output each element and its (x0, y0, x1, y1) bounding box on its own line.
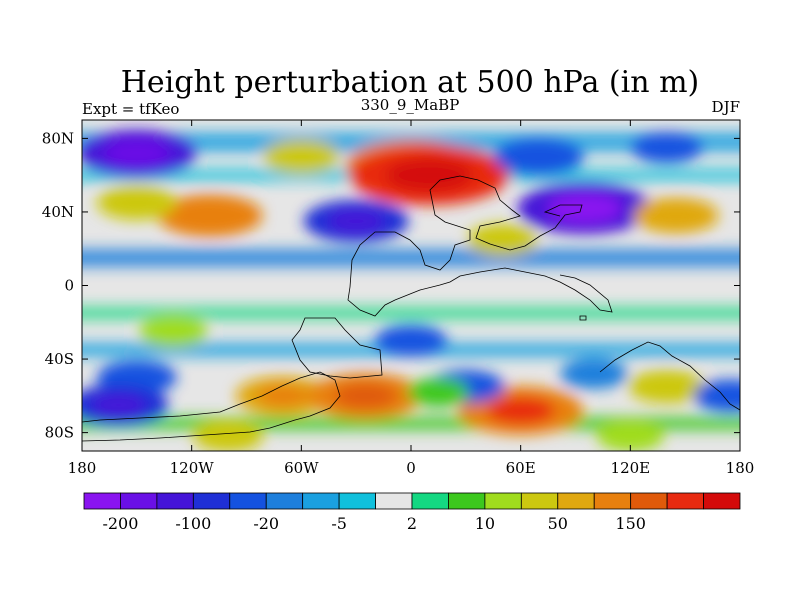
season-label: DJF (712, 98, 740, 116)
colorbar-swatch (448, 492, 486, 510)
anomaly-core (486, 397, 556, 424)
anomaly-blob (193, 420, 264, 451)
colorbar-label: -20 (253, 514, 279, 533)
southern-outline (82, 371, 341, 442)
anomaly-core (385, 158, 474, 192)
colorbar-swatch (229, 492, 267, 510)
x-tick-label: 0 (406, 459, 416, 477)
anomaly-blob (560, 358, 628, 389)
x-tick-label: 60W (284, 459, 319, 477)
colorbar-swatch (375, 492, 413, 510)
plot-area (82, 120, 740, 451)
colorbar-swatch (484, 492, 522, 510)
anomaly-core (333, 383, 397, 409)
colorbar-swatch (156, 492, 194, 510)
y-tick-label: 40N (42, 203, 74, 221)
central-outline (291, 317, 383, 379)
center-label: 330_9_MaBP (361, 96, 460, 114)
colorbar-label: 50 (548, 514, 568, 533)
anomaly-blob (493, 137, 584, 176)
colorbar-swatch (593, 492, 632, 510)
anomaly-blob (693, 379, 740, 413)
y-tick-label: 80S (45, 424, 74, 442)
y-tick-label: 0 (64, 277, 74, 295)
colorbar-swatch (520, 492, 559, 510)
south-america-outline (347, 267, 613, 317)
anomaly-core (91, 393, 147, 417)
colorbar-label: 2 (407, 514, 417, 533)
anomaly-blob (633, 197, 719, 234)
colorbar-swatch (192, 492, 231, 510)
x-tick-label: 180 (726, 459, 755, 477)
chart-title: Height perturbation at 500 hPa (in m) (121, 65, 699, 100)
colorbar: -200 -100 -20 -5 2 10 50 150 (83, 492, 741, 533)
colorbar-label: -200 (102, 514, 138, 533)
anomaly-core (103, 140, 170, 167)
colorbar-label: 150 (615, 514, 646, 533)
x-tick-label: 180 (68, 459, 97, 477)
x-tick-label: 120E (611, 459, 651, 477)
experiment-label: Expt = tfKeo (82, 100, 179, 118)
field-band (82, 248, 740, 267)
colorbar-label: 10 (475, 514, 495, 533)
anomaly-blob (374, 324, 448, 357)
colorbar-swatch (265, 492, 304, 510)
coastline-outlines (82, 175, 740, 442)
x-tick-label: 120W (170, 459, 215, 477)
colorbar-label: -100 (175, 514, 211, 533)
anomaly-blob (138, 316, 208, 347)
anomaly-core (181, 203, 239, 228)
colorbar-swatch (630, 492, 668, 510)
colorbar-swatch (83, 492, 121, 510)
x-tick-label: 60E (506, 459, 536, 477)
anomaly-blob (628, 369, 706, 404)
colorbar-swatch (338, 492, 376, 510)
colorbar-swatch (557, 492, 595, 510)
colorbar-swatch (666, 492, 704, 510)
anomaly-core (547, 193, 622, 223)
colorbar-label: -5 (331, 514, 347, 533)
field-band (82, 307, 740, 320)
anomaly-core (256, 385, 310, 407)
colorbar-swatch (120, 492, 158, 510)
eastern-outline (599, 341, 740, 411)
axis-ticks: 180 120W 60W 0 60E 120E 180 80N 40N 0 40S 80S (42, 120, 755, 477)
colorbar-swatch (703, 492, 741, 510)
anomaly-blob (467, 223, 538, 256)
anomaly-blob (596, 421, 665, 451)
anomaly-core (327, 209, 386, 233)
anomaly-blob (630, 131, 704, 164)
anomaly-blob (263, 140, 339, 174)
anomaly-field (82, 129, 740, 451)
y-tick-label: 80N (42, 129, 74, 147)
anomaly-blob (407, 377, 470, 407)
anomaly-blob (96, 185, 177, 220)
north-america-outline (349, 175, 583, 288)
y-tick-label: 40S (45, 350, 74, 368)
colorbar-swatch (411, 492, 449, 510)
colorbar-swatch (302, 492, 340, 510)
small-outline (579, 315, 587, 321)
